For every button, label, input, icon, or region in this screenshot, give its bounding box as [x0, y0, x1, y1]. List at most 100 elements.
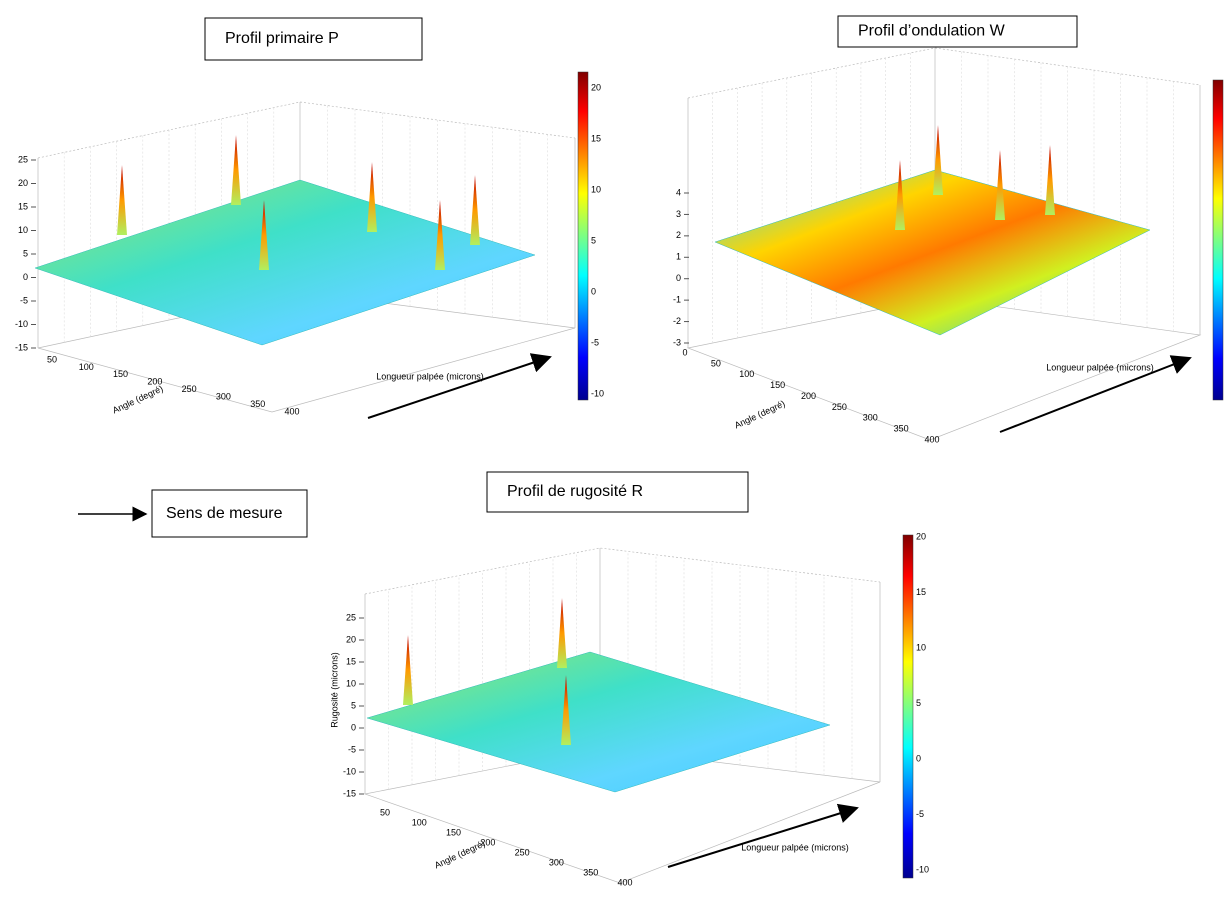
- angle-tick-label: 300: [549, 857, 564, 867]
- title-box: [837, 15, 1078, 48]
- angle-tick-label: 100: [79, 362, 94, 372]
- colorbar-tick-label: 15: [916, 587, 926, 597]
- surface-peak: [117, 165, 127, 235]
- angle-tick-label: 350: [894, 424, 909, 434]
- surface-peak: [367, 162, 377, 232]
- colorbar-tick-label: 5: [591, 235, 596, 245]
- z-tick-label: 2: [676, 230, 681, 240]
- angle-tick-label: 400: [284, 406, 299, 416]
- surface-peak: [995, 150, 1005, 220]
- angle-tick-label: 50: [711, 358, 721, 368]
- direction-arrow: [667, 803, 859, 868]
- z-tick-label: 20: [346, 634, 356, 644]
- angle-tick-label: 100: [739, 369, 754, 379]
- length-axis-label: Longueur palpée (microns): [376, 371, 484, 381]
- colorbar-tick-label: 0: [916, 753, 921, 763]
- angle-tick-label: 250: [515, 847, 530, 857]
- angle-tick-label: 150: [446, 827, 461, 837]
- z-tick-label: -2: [673, 316, 681, 326]
- angle-axis-label: Angle (degré): [733, 398, 787, 430]
- surface-peak: [557, 598, 567, 668]
- angle-tick-label: 400: [617, 877, 632, 887]
- angle-axis-label: Angle (degré): [111, 383, 165, 415]
- z-tick-label: 1: [676, 252, 681, 262]
- surface-peak: [403, 635, 413, 705]
- axes-back: [687, 47, 1201, 99]
- surface-peak: [1045, 145, 1055, 215]
- legend-label: Sens de mesure: [166, 505, 283, 522]
- angle-tick-label: 200: [147, 377, 162, 387]
- z-tick-label: 0: [351, 722, 356, 732]
- colorbar-tick-label: 20: [916, 531, 926, 541]
- angle-axis-label: Angle (degré): [433, 838, 487, 870]
- colorbar-tick-label: 10: [591, 184, 601, 194]
- angle-tick-label: 300: [863, 413, 878, 423]
- surface: [714, 169, 1151, 336]
- surface-peak: [435, 200, 445, 270]
- panel-title: Profil primaire P: [225, 30, 339, 47]
- z-tick-label: 25: [18, 154, 28, 164]
- surface-peak: [895, 160, 905, 230]
- angle-tick-label: 250: [832, 402, 847, 412]
- z-tick-label: 3: [676, 209, 681, 219]
- angle-tick-label: 200: [801, 391, 816, 401]
- colorbar: [902, 534, 914, 879]
- colorbar: [1212, 79, 1224, 401]
- angle-tick-label: 0: [682, 347, 687, 357]
- colorbar-tick-label: -10: [916, 864, 929, 874]
- length-axis-label: Longueur palpée (microns): [1046, 362, 1154, 372]
- colorbar-tick-label: -5: [916, 809, 924, 819]
- title-box: [204, 17, 423, 61]
- angle-tick-label: 400: [924, 434, 939, 444]
- colorbar-tick-label: 10: [916, 642, 926, 652]
- z-tick-label: -5: [348, 744, 356, 754]
- z-tick-label: 4: [676, 187, 681, 197]
- angle-tick-label: 350: [583, 867, 598, 877]
- z-tick-label: -5: [20, 295, 28, 305]
- angle-tick-label: 50: [380, 807, 390, 817]
- colorbar-tick-label: 0: [591, 286, 596, 296]
- panel-title: Profil d’ondulation W: [858, 23, 1006, 40]
- colorbar-tick-label: -5: [591, 337, 599, 347]
- z-tick-label: -1: [673, 295, 681, 305]
- surface-peak: [259, 200, 269, 270]
- colorbar-tick-label: 20: [591, 82, 601, 92]
- panel-title: Profil de rugosité R: [507, 483, 643, 500]
- angle-tick-label: 100: [412, 817, 427, 827]
- z-tick-label: 0: [676, 273, 681, 283]
- z-tick-label: 25: [346, 612, 356, 622]
- z-axis-label: Rugosité (microns): [329, 652, 339, 728]
- surface: [366, 651, 831, 793]
- z-tick-label: -10: [15, 319, 28, 329]
- z-tick-label: -10: [343, 766, 356, 776]
- title-box: [486, 471, 749, 513]
- z-tick-label: 5: [23, 248, 28, 258]
- length-axis-label: Longueur palpée (microns): [741, 842, 849, 852]
- angle-tick-label: 250: [182, 384, 197, 394]
- colorbar-tick-label: 15: [591, 133, 601, 143]
- direction-arrow: [367, 353, 552, 419]
- angle-tick-label: 150: [113, 369, 128, 379]
- direction-arrow: [999, 355, 1192, 433]
- z-tick-label: 0: [23, 272, 28, 282]
- z-tick-label: -3: [673, 337, 681, 347]
- colorbar: [577, 71, 589, 401]
- z-tick-label: 20: [18, 178, 28, 188]
- z-tick-label: 10: [346, 678, 356, 688]
- axes-back: [37, 101, 576, 159]
- z-tick-label: 5: [351, 700, 356, 710]
- z-tick-label: -15: [15, 342, 28, 352]
- angle-tick-label: 200: [480, 837, 495, 847]
- angle-tick-label: 50: [47, 354, 57, 364]
- colorbar-tick-label: 5: [916, 698, 921, 708]
- z-tick-label: 15: [346, 656, 356, 666]
- colorbar-tick-label: -10: [591, 388, 604, 398]
- z-tick-label: -15: [343, 788, 356, 798]
- surface-peak: [561, 675, 571, 745]
- angle-tick-label: 150: [770, 380, 785, 390]
- surface-peak: [231, 135, 241, 205]
- z-tick-label: 10: [18, 225, 28, 235]
- angle-tick-label: 350: [250, 399, 265, 409]
- surface-peak: [470, 175, 480, 245]
